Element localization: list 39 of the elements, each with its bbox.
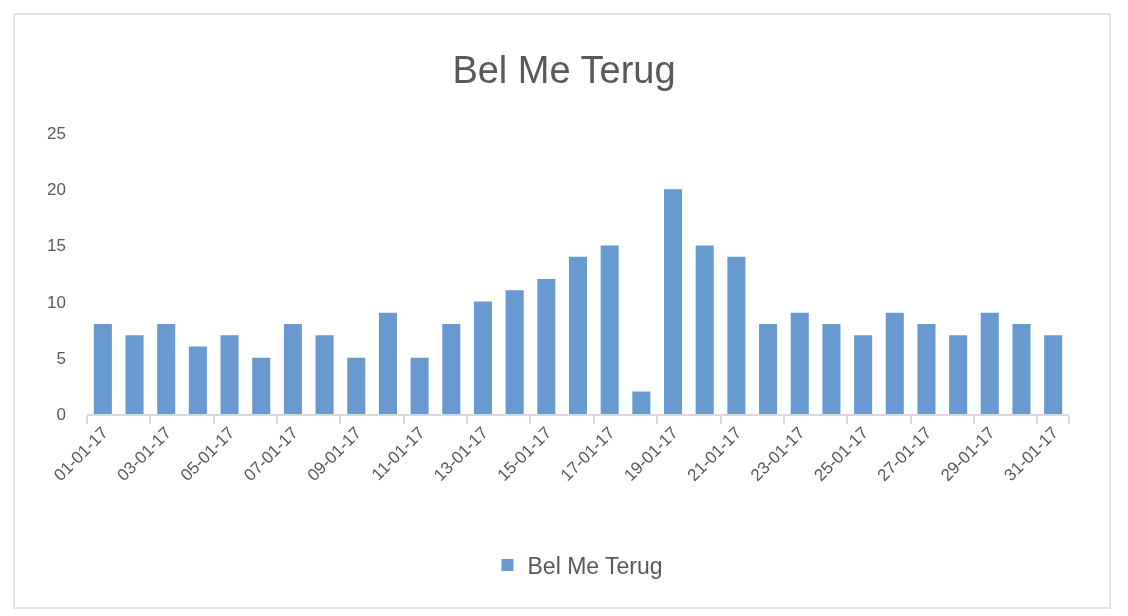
y-tick-label: 15	[47, 236, 66, 256]
bar	[790, 312, 809, 414]
bar	[600, 245, 619, 414]
bar	[822, 324, 841, 414]
bar	[315, 335, 334, 414]
bar	[93, 324, 112, 414]
chart-title: Bel Me Terug	[452, 49, 676, 92]
bar	[980, 312, 999, 414]
y-tick-label: 0	[56, 404, 66, 424]
bar	[568, 256, 588, 414]
bar	[885, 312, 904, 414]
y-tick-label: 20	[47, 180, 66, 200]
bar	[188, 346, 207, 414]
bar	[473, 301, 492, 414]
bar	[759, 324, 778, 414]
bar	[695, 245, 714, 414]
bar	[632, 391, 651, 414]
bar	[537, 279, 556, 414]
bar	[442, 324, 461, 414]
bar	[854, 335, 873, 414]
bar	[347, 357, 366, 414]
bar	[157, 324, 176, 414]
bar	[664, 189, 683, 414]
bar	[1012, 324, 1031, 414]
bar	[252, 357, 271, 414]
bar	[220, 335, 239, 414]
bar	[727, 256, 746, 414]
bar	[378, 312, 397, 414]
bar	[917, 324, 936, 414]
bar	[505, 290, 524, 414]
y-tick-label: 5	[56, 348, 66, 368]
bar	[125, 335, 144, 414]
bar	[410, 357, 429, 414]
bar	[283, 324, 302, 414]
bar	[1044, 335, 1063, 414]
bar	[949, 335, 968, 414]
y-tick-label: 10	[47, 292, 66, 312]
y-tick-label: 25	[47, 123, 66, 143]
legend-label: Bel Me Terug	[527, 552, 663, 579]
